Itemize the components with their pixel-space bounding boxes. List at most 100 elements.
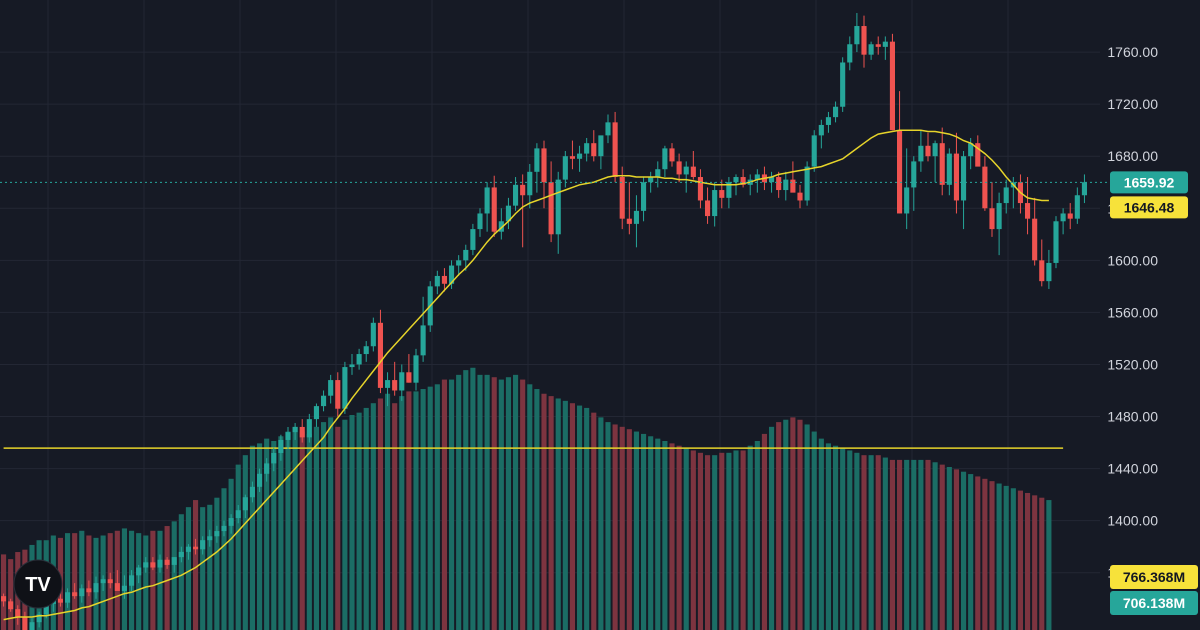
candle-body [150,562,156,568]
volume-bar [591,412,597,630]
candle [1032,197,1038,266]
volume-bar [534,389,540,630]
candle-body [975,143,981,167]
candle [157,554,163,573]
candle-body [1053,221,1059,263]
volume-bar [747,445,753,630]
candle-body [100,579,106,584]
candle [498,208,504,240]
candle-body [882,41,888,47]
candle [164,557,170,569]
candle [520,174,526,248]
volume-bar [704,455,711,630]
volume-bar [64,533,71,630]
candle [448,260,455,289]
candle [79,584,85,603]
candle [36,611,42,628]
volume-bar [377,398,384,630]
candle-body [1074,195,1080,219]
candle-body [790,179,796,193]
volume-bar [896,459,903,630]
volume-bar [448,379,455,630]
candle-body [1060,213,1066,222]
candle-body [448,265,455,284]
volume-bar [420,389,426,630]
candle-body [207,536,213,541]
candle-body [648,177,654,183]
candle [868,41,874,60]
candle [313,403,320,427]
candle-body [854,26,860,45]
volume-bar [655,438,661,630]
candle-body [477,213,483,230]
volume-bar [72,533,78,630]
volume-bar [143,535,149,630]
volume-bar [811,431,817,630]
candle [598,135,604,170]
y-tick-label: 1480.00 [1107,409,1158,425]
candle-body [370,322,376,347]
candle [192,538,199,555]
candle-body [676,161,682,175]
candle [939,127,945,196]
candle-body [640,182,647,211]
candle-body [328,380,334,396]
candle [576,145,583,172]
moving-average-badge: 1646.48 [1110,196,1188,219]
volume-bar [804,424,810,630]
candle-body [811,135,817,167]
volume-bar [640,433,647,630]
candle [441,268,448,292]
volume-bar [200,507,206,630]
candle-body [818,124,824,136]
candle-body [434,275,440,287]
candle [434,270,440,295]
volume-bar [690,450,696,630]
volume-bar [648,436,654,630]
volume-bar [392,403,398,630]
candle-body [342,367,348,409]
volume-bar [825,443,832,630]
candle [292,423,298,440]
volume-bar [292,426,298,630]
candle-body [1003,187,1009,204]
candle-body [847,44,853,63]
volume-bar [313,426,320,630]
candle [1067,203,1073,230]
candle-body [470,229,476,250]
volume-bar [8,559,14,630]
candle-body [911,161,917,188]
candle-body [171,557,177,565]
volume-bar [633,431,640,630]
candle [392,361,398,396]
volume-bar [527,384,533,630]
candle [456,255,462,276]
candle-body [420,325,426,356]
candle-body [520,184,526,196]
candle [399,364,405,401]
candle-body [548,182,554,235]
volume-bar [342,419,348,630]
volume-bar [235,464,241,630]
candle [143,557,149,573]
candle [875,36,881,55]
candle-body [406,372,412,383]
volume-bar [477,374,483,630]
candle-body [306,419,312,438]
candle-body [256,473,263,487]
candle-body [235,510,241,519]
candle [150,557,156,571]
candle [840,57,846,112]
tradingview-logo-icon[interactable]: TV [13,559,63,609]
volume-bar [882,457,888,630]
candle [569,140,576,170]
candle-body [832,106,839,118]
volume-bar [719,452,725,630]
candle [619,166,625,230]
candle [996,192,1002,256]
candle [15,605,21,625]
candle [200,536,206,555]
candle-body [384,380,391,388]
candle-body [1081,182,1088,196]
